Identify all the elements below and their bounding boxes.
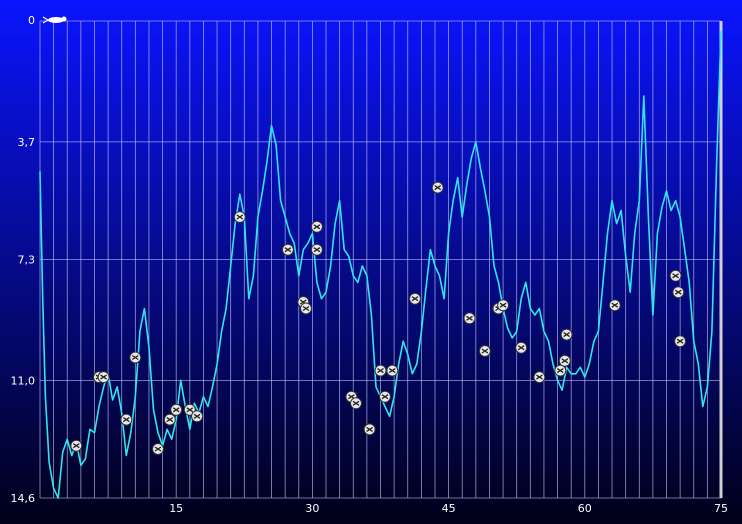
x-tick-label: 60 <box>578 502 592 515</box>
event-marker <box>350 397 362 410</box>
y-tick-label: 14,6 <box>11 492 36 505</box>
event-marker <box>478 345 491 357</box>
y-axis: 0 3,7 7,3 11,0 14,6 <box>11 14 36 505</box>
event-marker <box>233 211 246 223</box>
x-tick-label: 45 <box>442 502 456 515</box>
x-tick-label: 75 <box>714 502 728 515</box>
event-marker <box>379 390 391 403</box>
event-marker <box>515 341 528 354</box>
event-marker <box>170 403 183 416</box>
event-markers <box>70 181 687 455</box>
event-marker <box>310 243 323 256</box>
y-tick-label: 0 <box>28 14 35 27</box>
y-tick-label: 7,3 <box>18 254 36 267</box>
event-marker <box>163 413 176 426</box>
event-marker <box>374 364 387 377</box>
event-marker <box>409 292 421 305</box>
diver-icon <box>42 16 67 24</box>
event-marker <box>533 371 546 384</box>
event-marker <box>70 439 83 452</box>
event-marker <box>608 299 621 312</box>
x-tick-label: 15 <box>169 502 183 515</box>
event-marker <box>129 351 142 364</box>
event-marker <box>558 354 571 367</box>
event-marker <box>152 443 164 455</box>
x-tick-label: 30 <box>305 502 319 515</box>
event-marker <box>674 335 687 348</box>
event-marker <box>672 286 685 299</box>
event-marker <box>310 220 323 233</box>
event-marker <box>120 413 133 426</box>
event-marker <box>497 299 510 312</box>
event-marker <box>669 269 682 282</box>
event-marker <box>363 423 376 436</box>
event-marker <box>386 364 399 377</box>
event-marker <box>191 410 204 423</box>
event-marker <box>97 371 110 384</box>
y-tick-label: 11,0 <box>11 374 36 387</box>
series-line <box>39 30 722 499</box>
event-marker <box>431 181 444 194</box>
event-marker <box>554 364 567 377</box>
event-marker <box>463 312 476 325</box>
grid <box>39 20 723 499</box>
x-axis: 15 30 45 60 75 <box>169 502 728 515</box>
event-marker <box>281 243 294 256</box>
event-marker <box>300 302 312 315</box>
y-tick-label: 3,7 <box>18 136 36 149</box>
event-marker <box>560 328 573 341</box>
